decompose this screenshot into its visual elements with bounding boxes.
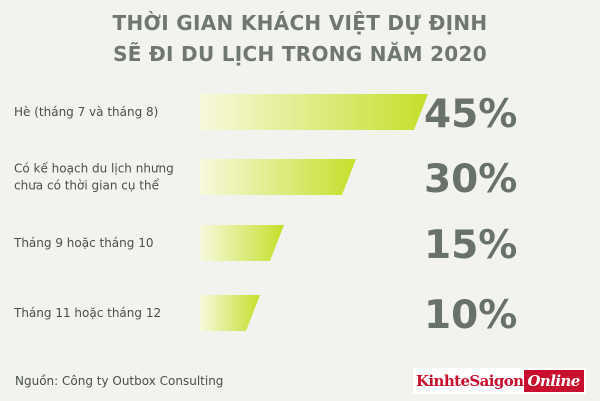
source-note: Nguồn: Công ty Outbox Consulting [15,374,224,388]
title-line-2: SẼ ĐI DU LỊCH TRONG NĂM 2020 [113,42,487,66]
bar-3 [200,225,284,261]
category-label-4: Tháng 11 hoặc tháng 12 [13,306,161,320]
value-label-4: 10% [424,293,517,338]
bar-4 [200,295,260,331]
value-label-3: 15% [424,223,517,268]
bar-2 [200,159,356,195]
title-line-1: THỜI GIAN KHÁCH VIỆT DỰ ĐỊNH [112,11,488,35]
category-label-2: chưa có thời gian cụ thể [14,179,160,193]
logo-text-main: KinhteSaigon [416,372,524,390]
category-label-3: Tháng 9 hoặc tháng 10 [13,236,153,250]
logo-text-online: Online [524,370,584,392]
value-label-1: 45% [424,92,517,137]
value-label-2: 30% [424,157,517,202]
category-label-2: Có kế hoạch du lịch nhưng [14,162,174,176]
chart-title: THỜI GIAN KHÁCH VIỆT DỰ ĐỊNH SẼ ĐI DU LỊ… [0,8,600,70]
bar-1 [200,94,428,130]
category-label-1: Hè (tháng 7 và tháng 8) [14,105,158,119]
publisher-logo: KinhteSaigon Online [413,368,586,394]
